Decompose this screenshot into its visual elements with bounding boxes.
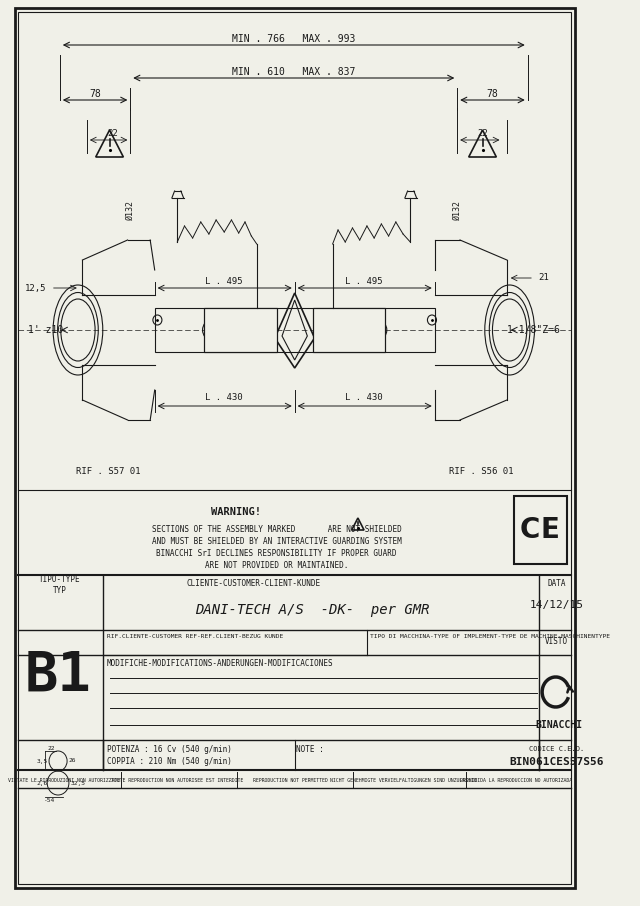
Text: 1' z10: 1' z10 <box>28 325 63 335</box>
Text: RIF.CLIENTE-CUSTOMER REF-REF.CLIENT-BEZUG KUNDE: RIF.CLIENTE-CUSTOMER REF-REF.CLIENT-BEZU… <box>107 634 283 640</box>
Bar <box>204 308 276 352</box>
Ellipse shape <box>369 320 387 340</box>
Text: NICHT GENEHMIGTE VERVIELFALTIGUNGEN SIND UNZULASSIG: NICHT GENEHMIGTE VERVIELFALTIGUNGEN SIND… <box>330 777 476 783</box>
Text: BINACCHI: BINACCHI <box>535 720 582 730</box>
Text: BIN061CES57S56: BIN061CES57S56 <box>509 757 604 767</box>
Bar <box>313 308 385 352</box>
Text: L . 495: L . 495 <box>205 276 243 285</box>
Text: DANI-TECH A/S  -DK-  per GMR: DANI-TECH A/S -DK- per GMR <box>195 603 430 617</box>
Text: 22: 22 <box>477 130 488 139</box>
Text: RIF . S56 01: RIF . S56 01 <box>449 467 513 477</box>
Text: Ø132: Ø132 <box>126 200 135 220</box>
Text: TOUTE REPRODUCTION NON AUTORISEE EST INTERDITE: TOUTE REPRODUCTION NON AUTORISEE EST INT… <box>111 777 243 783</box>
Bar <box>313 308 385 352</box>
Text: SECTIONS OF THE ASSEMBLY MARKED       ARE NOT SHIELDED: SECTIONS OF THE ASSEMBLY MARKED ARE NOT … <box>152 525 401 535</box>
Text: DATA: DATA <box>547 579 566 587</box>
Text: PROHIBIDA LA REPRODUCCION NO AUTORIZADA: PROHIBIDA LA REPRODUCCION NO AUTORIZADA <box>460 777 572 783</box>
Text: 78: 78 <box>89 89 101 99</box>
Text: CLIENTE-CUSTOMER-CLIENT-KUNDE: CLIENTE-CUSTOMER-CLIENT-KUNDE <box>186 579 321 587</box>
Text: WARNING!: WARNING! <box>211 507 261 517</box>
Text: 12,5: 12,5 <box>25 284 46 293</box>
Text: Ø132: Ø132 <box>452 200 461 220</box>
Text: BINACCHI SrI DECLINES RESPONSIBILITY IF PROPER GUARD: BINACCHI SrI DECLINES RESPONSIBILITY IF … <box>156 550 397 558</box>
Text: COPPIA : 210 Nm (540 g/min): COPPIA : 210 Nm (540 g/min) <box>107 757 232 766</box>
Text: CODICE C.E.D.: CODICE C.E.D. <box>529 746 584 752</box>
Ellipse shape <box>203 320 221 340</box>
Text: ARE NOT PROVIDED OR MAINTAINED.: ARE NOT PROVIDED OR MAINTAINED. <box>205 562 348 571</box>
Text: TIPO DI MACCHINA-TYPE OF IMPLEMENT-TYPE DE MACHINE-MASCHINENTYPE: TIPO DI MACCHINA-TYPE OF IMPLEMENT-TYPE … <box>370 634 610 640</box>
Text: 26: 26 <box>69 758 76 764</box>
Text: L . 430: L . 430 <box>205 393 243 402</box>
Text: 78: 78 <box>486 89 499 99</box>
Text: E: E <box>540 516 559 544</box>
Bar <box>155 308 435 352</box>
Text: B1: B1 <box>25 649 92 701</box>
Text: 1 1/8"Z=6: 1 1/8"Z=6 <box>508 325 560 335</box>
Text: NOTE :: NOTE : <box>296 746 324 755</box>
Text: MIN . 766   MAX . 993: MIN . 766 MAX . 993 <box>232 34 355 44</box>
Text: RIF . S57 01: RIF . S57 01 <box>76 467 141 477</box>
Bar <box>514 496 566 564</box>
Text: VIETATE LE RIPRODUZIONI NON AUTORIZZATE: VIETATE LE RIPRODUZIONI NON AUTORIZZATE <box>8 777 120 783</box>
Bar <box>204 308 276 352</box>
Text: -54: -54 <box>44 797 54 803</box>
Text: MIN . 610   MAX . 837: MIN . 610 MAX . 837 <box>232 67 355 77</box>
Text: VISTO: VISTO <box>545 638 568 647</box>
Text: REPRODUCTION NOT PERMITTED: REPRODUCTION NOT PERMITTED <box>253 777 328 783</box>
Text: 22: 22 <box>47 746 54 750</box>
Text: 22: 22 <box>107 130 118 139</box>
Text: 2,6: 2,6 <box>36 780 47 786</box>
Text: 3,5: 3,5 <box>36 758 47 764</box>
Text: 14/12/15: 14/12/15 <box>529 600 584 610</box>
Text: C: C <box>520 516 540 544</box>
Text: TIPO-TYPE
TYP: TIPO-TYPE TYP <box>39 575 81 594</box>
Text: L . 495: L . 495 <box>346 276 383 285</box>
Text: MODIFICHE-MODIFICATIONS-ANDERUNGEN-MODIFICACIONES: MODIFICHE-MODIFICATIONS-ANDERUNGEN-MODIF… <box>107 659 333 668</box>
Text: 21: 21 <box>539 274 549 283</box>
Text: AND MUST BE SHIELDED BY AN INTERACTIVE GUARDING SYSTEM: AND MUST BE SHIELDED BY AN INTERACTIVE G… <box>152 537 401 546</box>
Text: L . 430: L . 430 <box>346 393 383 402</box>
Text: 32,5: 32,5 <box>70 780 86 786</box>
Text: POTENZA : 16 Cv (540 g/min): POTENZA : 16 Cv (540 g/min) <box>107 746 232 755</box>
